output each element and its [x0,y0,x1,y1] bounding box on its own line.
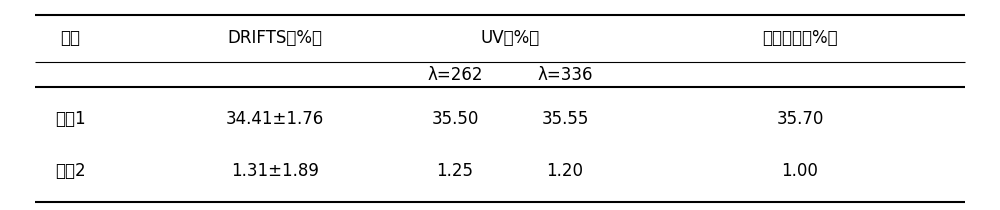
Text: 35.55: 35.55 [541,110,589,128]
Text: 1.00: 1.00 [782,162,818,180]
Text: 35.70: 35.70 [776,110,824,128]
Text: 样品1: 样品1 [55,110,85,128]
Text: 34.41±1.76: 34.41±1.76 [226,110,324,128]
Text: UV（%）: UV（%） [480,29,540,47]
Text: λ=336: λ=336 [537,66,593,84]
Text: 1.20: 1.20 [546,162,584,180]
Text: λ=262: λ=262 [427,66,483,84]
Text: 样品: 样品 [60,29,80,47]
Text: DRIFTS（%）: DRIFTS（%） [228,29,322,47]
Text: 样品2: 样品2 [55,162,85,180]
Text: 1.25: 1.25 [436,162,474,180]
Text: 标示含量（%）: 标示含量（%） [762,29,838,47]
Text: 35.50: 35.50 [431,110,479,128]
Text: 1.31±1.89: 1.31±1.89 [231,162,319,180]
